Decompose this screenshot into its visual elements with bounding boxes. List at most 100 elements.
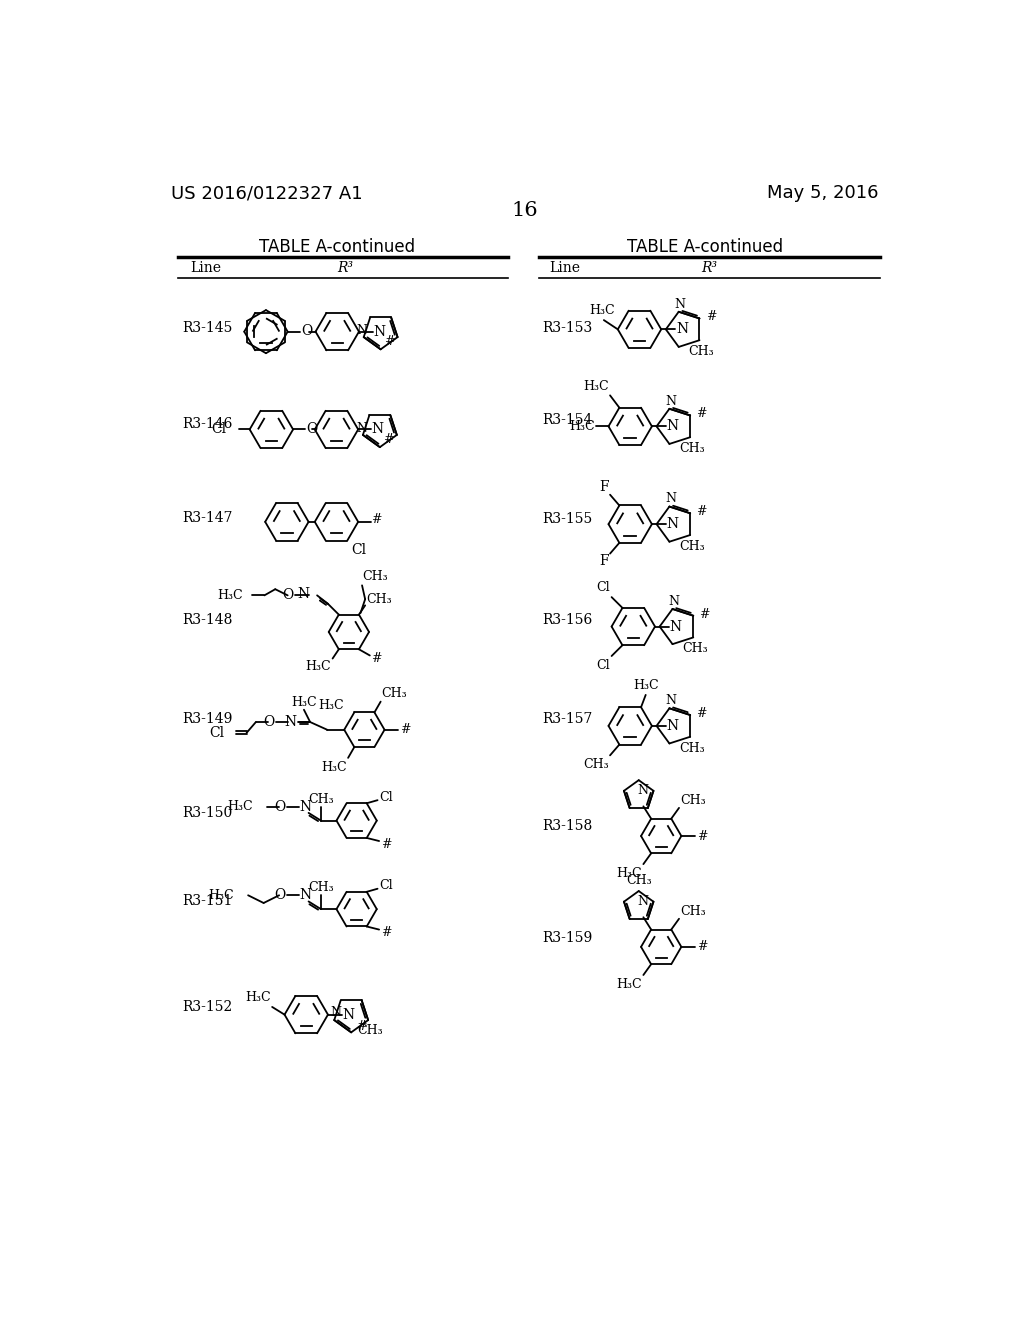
Text: N: N	[297, 587, 309, 601]
Text: R3-147: R3-147	[182, 511, 232, 525]
Text: R3-148: R3-148	[182, 614, 232, 627]
Text: H₃C: H₃C	[245, 991, 270, 1005]
Text: #: #	[696, 708, 707, 719]
Text: H₃C: H₃C	[590, 305, 615, 317]
Text: #: #	[371, 652, 381, 665]
Text: R3-153: R3-153	[543, 321, 593, 335]
Text: O: O	[263, 715, 274, 729]
Text: CH₃: CH₃	[362, 570, 388, 582]
Text: CH₃: CH₃	[682, 643, 708, 656]
Text: #: #	[696, 408, 707, 421]
Text: #: #	[381, 838, 391, 850]
Text: #: #	[384, 335, 394, 348]
Text: N: N	[667, 517, 679, 531]
Text: Cl: Cl	[379, 791, 393, 804]
Text: #: #	[706, 310, 716, 323]
Text: R3-151: R3-151	[182, 894, 232, 908]
Text: CH₃: CH₃	[308, 880, 334, 894]
Text: R3-156: R3-156	[543, 614, 593, 627]
Text: 16: 16	[511, 201, 539, 220]
Text: #: #	[400, 723, 411, 737]
Text: N: N	[666, 694, 677, 708]
Text: R3-149: R3-149	[182, 711, 232, 726]
Text: N: N	[666, 395, 677, 408]
Text: N: N	[667, 719, 679, 733]
Text: N: N	[670, 619, 682, 634]
Text: Cl: Cl	[379, 879, 393, 892]
Text: #: #	[383, 433, 393, 446]
Text: N: N	[675, 297, 686, 310]
Text: H₃C: H₃C	[616, 867, 642, 880]
Text: R³: R³	[337, 261, 353, 275]
Text: TABLE A-continued: TABLE A-continued	[628, 238, 783, 256]
Text: N: N	[666, 492, 677, 506]
Text: H₃C: H₃C	[227, 800, 253, 813]
Text: N: N	[676, 322, 688, 337]
Text: N: N	[372, 422, 383, 437]
Text: Cl: Cl	[211, 422, 226, 437]
Text: #: #	[372, 513, 382, 527]
Text: R3-158: R3-158	[543, 818, 593, 833]
Text: #: #	[697, 829, 708, 842]
Text: #: #	[699, 607, 710, 620]
Text: O: O	[283, 589, 294, 602]
Text: H₃C: H₃C	[305, 660, 331, 673]
Text: CH₃: CH₃	[626, 874, 651, 887]
Text: H₃C: H₃C	[291, 696, 316, 709]
Text: Cl: Cl	[209, 726, 224, 739]
Text: May 5, 2016: May 5, 2016	[767, 183, 879, 202]
Text: H₃C: H₃C	[209, 888, 234, 902]
Text: CH₃: CH₃	[679, 442, 705, 455]
Text: CH₃: CH₃	[583, 758, 608, 771]
Text: H₃C: H₃C	[217, 589, 243, 602]
Text: CH₃: CH₃	[679, 742, 705, 755]
Text: H₃C: H₃C	[569, 420, 595, 433]
Text: CH₃: CH₃	[381, 688, 408, 701]
Text: H₃C: H₃C	[583, 380, 608, 392]
Text: R3-152: R3-152	[182, 1001, 232, 1014]
Text: CH₃: CH₃	[366, 593, 391, 606]
Text: H₃C: H₃C	[321, 760, 346, 774]
Text: CH₃: CH₃	[681, 793, 707, 807]
Text: N: N	[343, 1007, 354, 1022]
Text: N: N	[669, 595, 680, 607]
Text: R3-145: R3-145	[182, 321, 232, 335]
Text: O: O	[274, 888, 286, 903]
Text: CH₃: CH₃	[681, 904, 707, 917]
Text: N: N	[284, 715, 296, 729]
Text: N: N	[374, 325, 386, 339]
Text: F: F	[599, 554, 608, 569]
Text: N: N	[299, 888, 311, 903]
Text: #: #	[696, 506, 707, 519]
Text: O: O	[301, 323, 312, 338]
Text: F: F	[599, 480, 608, 494]
Text: TABLE A-continued: TABLE A-continued	[259, 238, 416, 256]
Text: R3-150: R3-150	[182, 807, 232, 820]
Text: CH₃: CH₃	[679, 540, 705, 553]
Text: R3-155: R3-155	[543, 512, 593, 525]
Text: N: N	[638, 784, 649, 797]
Text: CH₃: CH₃	[357, 1024, 383, 1038]
Text: #: #	[356, 1019, 367, 1032]
Text: CH₃: CH₃	[688, 346, 714, 358]
Text: R³: R³	[701, 261, 718, 275]
Text: O: O	[274, 800, 286, 813]
Text: CH₃: CH₃	[308, 792, 334, 805]
Text: Line: Line	[549, 261, 580, 275]
Text: R3-157: R3-157	[543, 711, 593, 726]
Text: #: #	[697, 940, 708, 953]
Text: Line: Line	[190, 261, 221, 275]
Text: O: O	[306, 422, 317, 437]
Text: R3-146: R3-146	[182, 417, 232, 432]
Text: Cl: Cl	[596, 581, 610, 594]
Text: N: N	[356, 325, 368, 338]
Text: R3-154: R3-154	[543, 413, 593, 428]
Text: N: N	[667, 420, 679, 433]
Text: US 2016/0122327 A1: US 2016/0122327 A1	[171, 183, 362, 202]
Text: Cl: Cl	[351, 543, 367, 557]
Text: N: N	[299, 800, 311, 813]
Text: #: #	[381, 927, 391, 939]
Text: H₃C: H₃C	[616, 978, 642, 991]
Text: Cl: Cl	[596, 659, 610, 672]
Text: N: N	[331, 1006, 341, 1019]
